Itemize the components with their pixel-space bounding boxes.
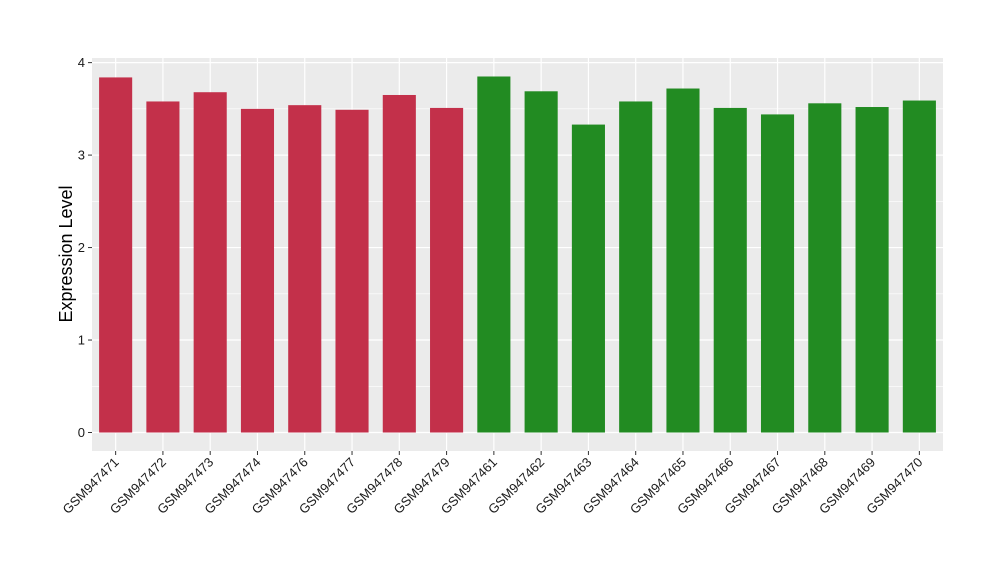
y-axis-title: Expression Level xyxy=(56,185,76,322)
y-tick-label: 0 xyxy=(78,425,85,440)
bar-GSM947472 xyxy=(146,101,180,433)
y-tick-label: 2 xyxy=(78,240,85,255)
y-tick-label: 1 xyxy=(78,333,85,348)
bar-GSM947477 xyxy=(335,109,369,433)
bar-GSM947466 xyxy=(713,107,747,433)
y-tick-label: 4 xyxy=(78,55,85,70)
bar-GSM947470 xyxy=(902,100,936,433)
bar-GSM947461 xyxy=(477,76,511,433)
bars xyxy=(99,76,936,433)
y-axis: 0 1 2 3 4 xyxy=(78,55,92,440)
bar-GSM947468 xyxy=(808,103,842,433)
y-tick-label: 3 xyxy=(78,148,85,163)
bar-GSM947463 xyxy=(571,124,605,433)
bar-GSM947478 xyxy=(382,94,416,433)
bar-GSM947465 xyxy=(666,88,700,433)
bar-GSM947471 xyxy=(99,77,133,433)
minor-gridlines xyxy=(92,108,943,387)
plot-panel xyxy=(92,58,943,451)
bar-GSM947469 xyxy=(855,107,889,433)
bar-GSM947479 xyxy=(430,107,464,433)
bar-GSM947467 xyxy=(760,114,795,433)
bar-GSM947473 xyxy=(193,92,227,433)
bar-GSM947476 xyxy=(288,105,322,433)
x-axis: GSM947471GSM947472GSM947473GSM947474GSM9… xyxy=(60,451,925,517)
bar-GSM947464 xyxy=(619,101,653,433)
bar-GSM947474 xyxy=(240,108,275,433)
bar-GSM947462 xyxy=(524,91,558,433)
